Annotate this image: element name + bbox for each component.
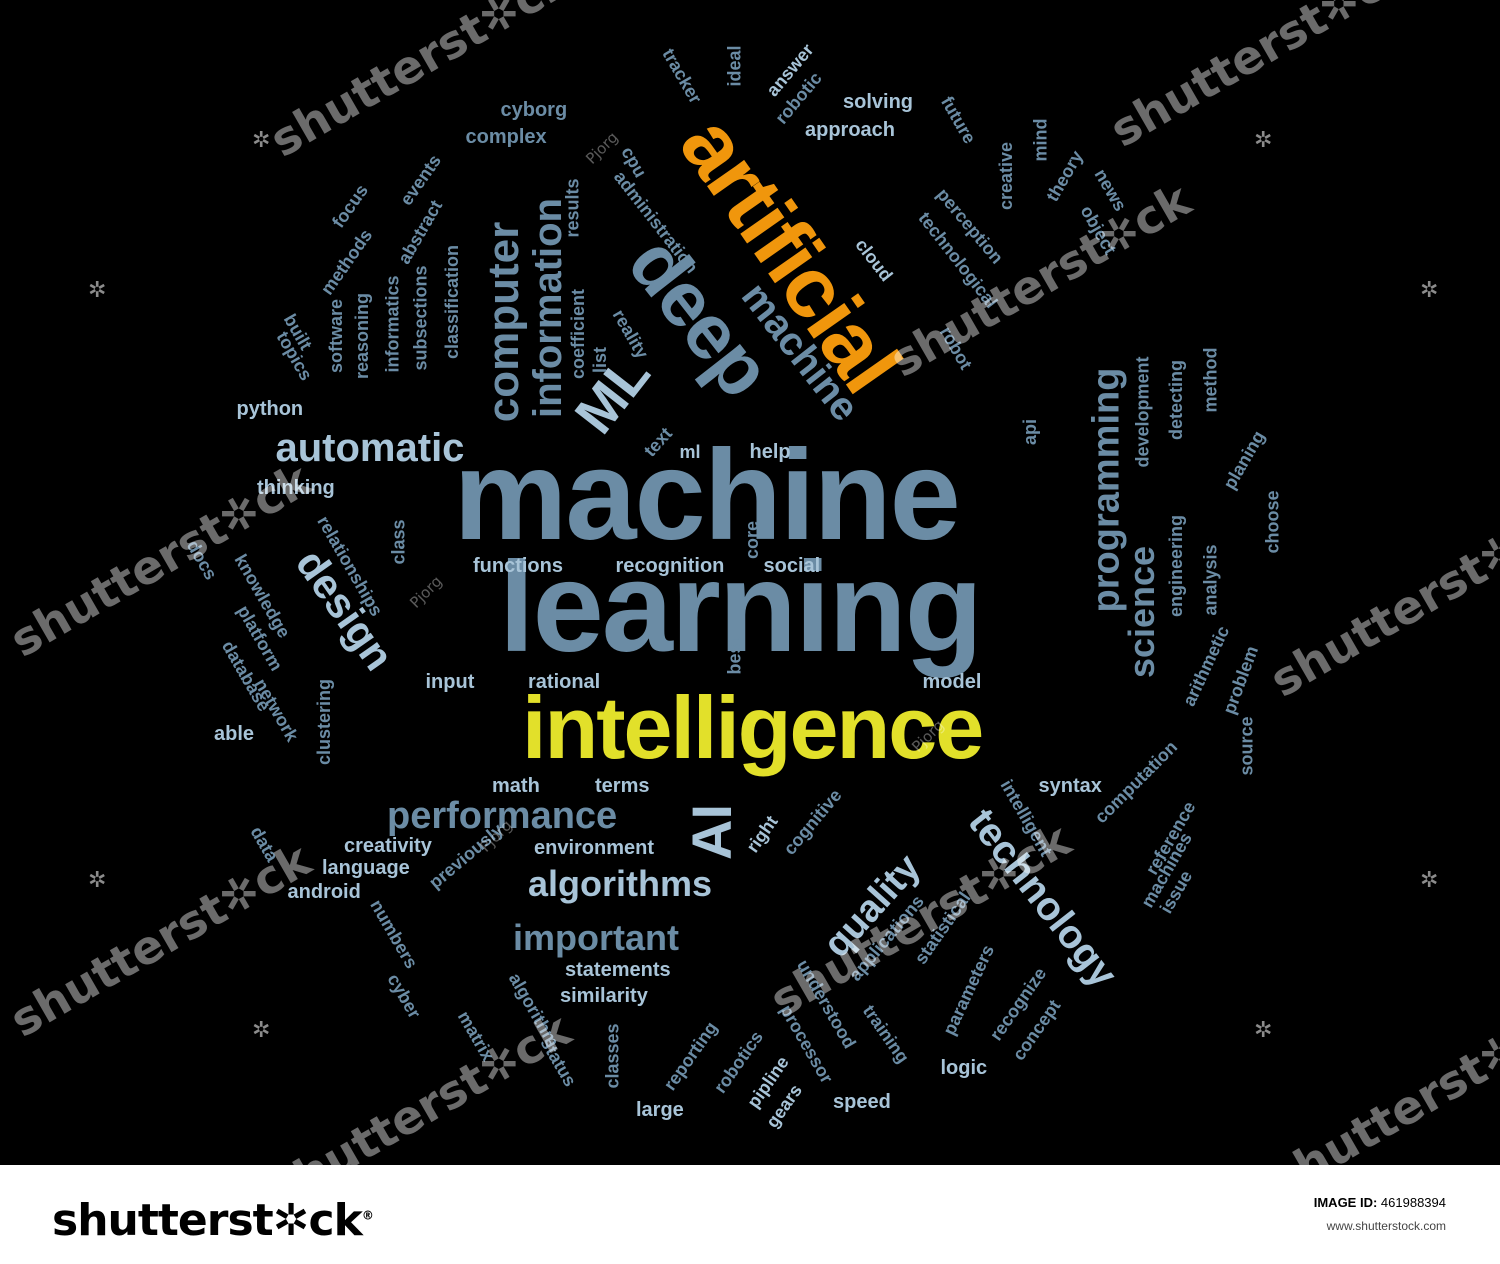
- word-engineering: engineering: [1166, 514, 1187, 618]
- word-learning-big: learning: [499, 536, 983, 679]
- word-reasoning: reasoning: [352, 292, 373, 380]
- word-core: core: [742, 520, 763, 560]
- word-abstract: abstract: [393, 196, 447, 268]
- word-clustering: clustering: [314, 678, 335, 766]
- word-informatics: informatics: [382, 275, 403, 373]
- footer-bar: shutterst✲ck® IMAGE ID: 461988394 www.sh…: [0, 1165, 1500, 1264]
- word-ai: AI: [680, 804, 743, 860]
- word-api: api: [1020, 418, 1041, 446]
- word-ml-lower: ml: [679, 442, 701, 462]
- word-logic: logic: [940, 1057, 988, 1079]
- word-creativity: creativity: [344, 835, 432, 857]
- word-problem: problem: [1218, 643, 1262, 717]
- watermark-symbol-icon: ✲: [1254, 128, 1273, 153]
- word-detecting: detecting: [1166, 359, 1187, 441]
- word-functions: functions: [473, 555, 563, 577]
- watermark-symbol-icon: ✲: [88, 278, 107, 303]
- watermark-symbol-icon: ✲: [1420, 278, 1439, 303]
- word-automatic: automatic: [275, 426, 465, 470]
- word-programming: programming: [1084, 367, 1127, 613]
- word-tracker: tracker: [658, 44, 706, 108]
- word-python: python: [236, 398, 304, 420]
- word-large: large: [636, 1099, 684, 1121]
- word-recognition: recognition: [615, 555, 725, 577]
- word-numbers: numbers: [366, 896, 422, 972]
- word-android: android: [287, 881, 361, 903]
- word-classification: classification: [442, 244, 463, 360]
- word-thinking: thinking: [257, 477, 335, 499]
- word-focus: focus: [328, 180, 372, 232]
- word-method: method: [1200, 347, 1220, 413]
- word-analysis: analysis: [1200, 544, 1221, 616]
- word-cyborg: cyborg: [500, 99, 568, 121]
- word-terms: terms: [595, 775, 650, 797]
- word-able: able: [214, 723, 255, 745]
- word-ideal: ideal: [724, 45, 745, 87]
- watermark-symbol-icon: ✲: [252, 128, 271, 153]
- watermark-symbol-icon: ✲: [252, 1018, 271, 1043]
- word-intelligence: intelligence: [522, 678, 984, 777]
- word-best: best: [724, 637, 745, 675]
- word-coefficient: coefficient: [568, 288, 589, 380]
- word-events: events: [395, 150, 445, 210]
- image-id-label: IMAGE ID:: [1313, 1195, 1378, 1210]
- word-complex: complex: [465, 126, 547, 148]
- footer-url: www.shutterstock.com: [1326, 1219, 1446, 1233]
- word-science: science: [1121, 545, 1163, 679]
- word-computation: computation: [1090, 736, 1182, 828]
- word-similarity: similarity: [560, 985, 648, 1007]
- word-statements: statements: [565, 959, 671, 981]
- word-computer: computer: [479, 221, 529, 423]
- word-help: help: [749, 441, 791, 463]
- image-id-value: 461988394: [1380, 1195, 1446, 1210]
- word-approach: approach: [805, 119, 896, 141]
- word-speed: speed: [833, 1091, 891, 1113]
- word-creative: creative: [996, 141, 1017, 211]
- word-classes: classes: [602, 1023, 623, 1089]
- word-cognitive: cognitive: [778, 785, 846, 859]
- word-future: future: [936, 92, 980, 148]
- word-cyber: cyber: [383, 970, 425, 1022]
- word-results: results: [562, 178, 583, 238]
- word-machine-big: machine: [453, 424, 961, 567]
- word-rational: rational: [528, 671, 601, 693]
- watermark-symbol-icon: ✲: [88, 868, 107, 893]
- word-important: important: [513, 917, 679, 958]
- word-parameters: parameters: [938, 941, 998, 1039]
- word-planing: planing: [1219, 427, 1269, 493]
- word-choose: choose: [1262, 490, 1283, 554]
- word-development: development: [1132, 356, 1153, 468]
- word-math: math: [492, 775, 540, 797]
- word-input: input: [425, 671, 475, 693]
- logo-text: shutterst✲ck: [52, 1195, 363, 1246]
- word-software: software: [326, 298, 347, 374]
- word-environment: environment: [534, 837, 655, 859]
- word-cloud: machine learning intelligence artificial dee…: [182, 39, 1283, 1132]
- word-syntax: syntax: [1038, 775, 1102, 797]
- word-list: list: [590, 346, 611, 374]
- word-right: right: [742, 811, 782, 857]
- word-subsections: subsections: [410, 265, 431, 371]
- watermark-symbol-icon: ✲: [1420, 868, 1439, 893]
- word-training: training: [858, 1001, 914, 1067]
- word-model: model: [922, 671, 982, 693]
- word-methods: methods: [316, 225, 376, 299]
- image-id: IMAGE ID: 461988394: [1314, 1195, 1446, 1210]
- word-algorithms: algorithms: [528, 863, 713, 904]
- logo-registered-mark: ®: [361, 1208, 374, 1223]
- word-source: source: [1236, 716, 1257, 776]
- word-language: language: [322, 857, 410, 879]
- word-solving: solving: [843, 91, 914, 113]
- word-mind: mind: [1030, 118, 1050, 162]
- word-class: class: [388, 519, 409, 565]
- word-performance: performance: [387, 795, 618, 837]
- shutterstock-logo: shutterst✲ck®: [52, 1195, 374, 1246]
- word-social: social: [763, 555, 821, 577]
- watermark-symbol-icon: ✲: [1254, 1018, 1273, 1043]
